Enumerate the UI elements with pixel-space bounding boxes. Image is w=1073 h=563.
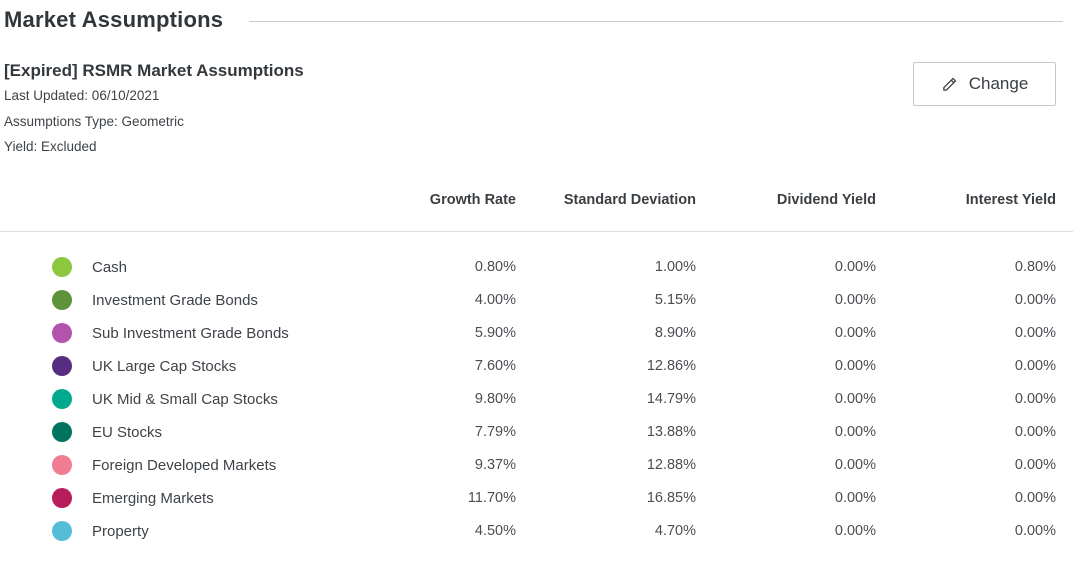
asset-name: UK Mid & Small Cap Stocks xyxy=(92,390,278,408)
asset-name: Cash xyxy=(92,258,128,276)
table-row: EU Stocks 7.79% 13.88% 0.00% 0.00% xyxy=(0,416,1056,449)
asset-color-dot xyxy=(52,290,72,310)
table-row: Sub Investment Grade Bonds 5.90% 8.90% 0… xyxy=(0,317,1056,350)
dividend-yield-value: 0.00% xyxy=(834,292,876,308)
column-header-interest-yield: Interest Yield xyxy=(965,192,1056,208)
table-header-row: Growth Rate Standard Deviation Dividend … xyxy=(0,191,1073,210)
interest-yield-value: 0.00% xyxy=(1014,292,1056,308)
dividend-yield-value: 0.00% xyxy=(834,259,876,275)
page-title: Market Assumptions xyxy=(4,7,224,32)
standard-deviation-value: 4.70% xyxy=(654,523,696,539)
asset-name: EU Stocks xyxy=(92,423,163,441)
table-header-divider xyxy=(0,230,1073,232)
column-header-dividend-yield: Dividend Yield xyxy=(776,192,876,208)
dividend-yield-value: 0.00% xyxy=(834,358,876,374)
standard-deviation-value: 8.90% xyxy=(654,325,696,341)
change-button[interactable]: Change xyxy=(913,62,1056,106)
asset-name: Emerging Markets xyxy=(92,489,214,507)
dividend-yield-value: 0.00% xyxy=(834,424,876,440)
growth-rate-value: 7.79% xyxy=(474,424,516,440)
asset-color-dot xyxy=(52,488,72,508)
table-body: Cash 0.80% 1.00% 0.00% 0.80% Investment … xyxy=(0,251,1073,548)
asset-cell: Emerging Markets xyxy=(0,488,335,508)
asset-color-dot xyxy=(52,521,72,541)
yield-status-text: Yield: Excluded xyxy=(4,139,97,154)
asset-name: Sub Investment Grade Bonds xyxy=(92,324,289,342)
table-row: Emerging Markets 11.70% 16.85% 0.00% 0.0… xyxy=(0,482,1056,515)
assumptions-type-text: Assumptions Type: Geometric xyxy=(4,113,184,129)
asset-cell: Property xyxy=(0,521,335,541)
page-header: Market Assumptions xyxy=(0,4,1073,36)
standard-deviation-value: 12.88% xyxy=(646,457,696,473)
asset-color-dot xyxy=(52,356,72,376)
table-row: Foreign Developed Markets 9.37% 12.88% 0… xyxy=(0,449,1056,482)
asset-cell: Foreign Developed Markets xyxy=(0,455,335,475)
asset-color-dot xyxy=(52,422,72,442)
asset-name: Investment Grade Bonds xyxy=(92,291,258,309)
table-row: UK Mid & Small Cap Stocks 9.80% 14.79% 0… xyxy=(0,383,1056,416)
interest-yield-value: 0.00% xyxy=(1014,325,1056,341)
asset-cell: EU Stocks xyxy=(0,422,335,442)
title-divider xyxy=(249,20,1063,22)
standard-deviation-value: 12.86% xyxy=(646,358,696,374)
asset-color-dot xyxy=(52,455,72,475)
last-updated-text: Last Updated: 06/10/2021 xyxy=(4,88,160,103)
standard-deviation-value: 1.00% xyxy=(654,259,696,275)
interest-yield-value: 0.00% xyxy=(1014,523,1056,539)
growth-rate-value: 4.00% xyxy=(474,292,516,308)
asset-cell: UK Large Cap Stocks xyxy=(0,356,335,376)
growth-rate-value: 11.70% xyxy=(467,490,516,506)
asset-color-dot xyxy=(52,323,72,343)
pencil-icon xyxy=(941,76,958,93)
growth-rate-value: 5.90% xyxy=(474,325,516,341)
asset-color-dot xyxy=(52,257,72,277)
asset-cell: Investment Grade Bonds xyxy=(0,290,335,310)
table-row: Investment Grade Bonds 4.00% 5.15% 0.00%… xyxy=(0,284,1056,317)
growth-rate-value: 4.50% xyxy=(474,523,516,539)
asset-cell: Cash xyxy=(0,257,335,277)
interest-yield-value: 0.00% xyxy=(1014,424,1056,440)
standard-deviation-value: 14.79% xyxy=(646,391,696,407)
asset-cell: UK Mid & Small Cap Stocks xyxy=(0,389,335,409)
column-header-growth-rate: Growth Rate xyxy=(429,192,516,208)
growth-rate-value: 9.37% xyxy=(474,457,516,473)
standard-deviation-value: 16.85% xyxy=(646,490,696,506)
asset-color-dot xyxy=(52,389,72,409)
interest-yield-value: 0.80% xyxy=(1014,259,1056,275)
dividend-yield-value: 0.00% xyxy=(834,325,876,341)
table-row: Property 4.50% 4.70% 0.00% 0.00% xyxy=(0,515,1056,548)
standard-deviation-value: 5.15% xyxy=(654,292,696,308)
change-button-label: Change xyxy=(968,74,1029,93)
asset-name: Property xyxy=(92,522,149,540)
dividend-yield-value: 0.00% xyxy=(834,457,876,473)
interest-yield-value: 0.00% xyxy=(1014,457,1056,473)
dividend-yield-value: 0.00% xyxy=(834,391,876,407)
asset-name: UK Large Cap Stocks xyxy=(92,357,237,375)
growth-rate-value: 0.80% xyxy=(474,259,516,275)
interest-yield-value: 0.00% xyxy=(1014,490,1056,506)
dividend-yield-value: 0.00% xyxy=(834,523,876,539)
assumptions-summary: [Expired] RSMR Market Assumptions Last U… xyxy=(0,59,1073,160)
interest-yield-value: 0.00% xyxy=(1014,391,1056,407)
interest-yield-value: 0.00% xyxy=(1014,358,1056,374)
asset-cell: Sub Investment Grade Bonds xyxy=(0,323,335,343)
table-row: Cash 0.80% 1.00% 0.00% 0.80% xyxy=(0,251,1056,284)
market-assumptions-page: Market Assumptions [Expired] RSMR Market… xyxy=(0,4,1073,548)
column-header-standard-deviation: Standard Deviation xyxy=(563,192,696,208)
asset-name: Foreign Developed Markets xyxy=(92,456,277,474)
assumptions-table: Growth Rate Standard Deviation Dividend … xyxy=(0,191,1073,548)
standard-deviation-value: 13.88% xyxy=(646,424,696,440)
growth-rate-value: 9.80% xyxy=(474,391,516,407)
table-row: UK Large Cap Stocks 7.60% 12.86% 0.00% 0… xyxy=(0,350,1056,383)
dividend-yield-value: 0.00% xyxy=(834,490,876,506)
assumptions-name: [Expired] RSMR Market Assumptions xyxy=(4,61,304,80)
growth-rate-value: 7.60% xyxy=(474,358,516,374)
